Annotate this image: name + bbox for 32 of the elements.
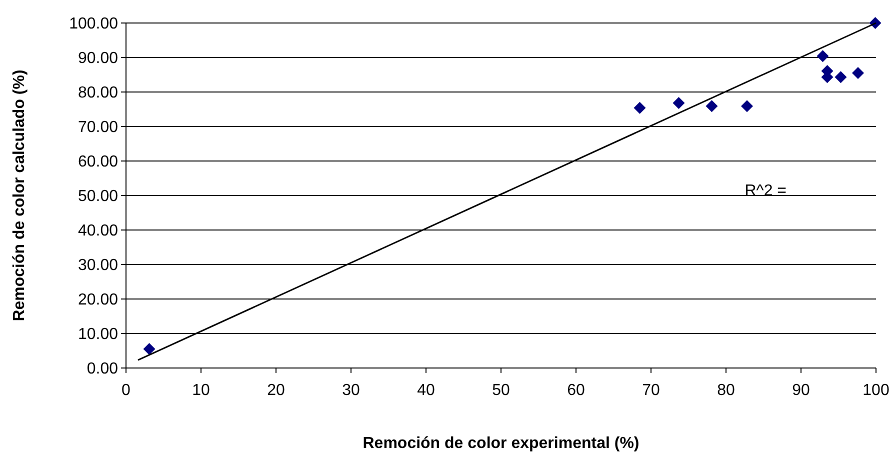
x-tick-label: 20 — [267, 382, 285, 399]
point — [741, 100, 753, 112]
point — [834, 71, 847, 84]
x-tick-label: 10 — [192, 382, 210, 399]
point — [672, 97, 685, 110]
y-tick-label: 100.00 — [69, 16, 118, 33]
point — [852, 67, 864, 80]
x-tick-label: 90 — [792, 382, 810, 399]
y-tick-label: 20.00 — [78, 292, 118, 309]
x-tick-label: 80 — [717, 382, 735, 399]
y-tick-label: 90.00 — [78, 50, 118, 68]
point — [816, 50, 829, 62]
x-axis-title: Remoción de color experimental (%) — [362, 435, 640, 452]
point — [634, 102, 646, 114]
x-tick-label: 0 — [122, 382, 131, 399]
x-tick-label: 40 — [417, 382, 435, 399]
y-tick-label: 60.00 — [78, 154, 118, 171]
y-tick-label: 10.00 — [78, 326, 118, 344]
y-tick-label: 70.00 — [78, 119, 118, 136]
y-tick-label: 40.00 — [78, 222, 118, 240]
y-tick-label: 0.00 — [86, 360, 118, 378]
x-tick-label: 30 — [342, 382, 360, 399]
point — [143, 343, 156, 356]
y-tick-label: 80.00 — [78, 84, 118, 102]
y-tick-label: 50.00 — [78, 188, 118, 206]
y-tick-label: 30.00 — [78, 257, 118, 274]
point — [706, 100, 718, 112]
x-tick-label: 60 — [567, 382, 585, 399]
x-tick-label: 50 — [492, 382, 510, 399]
y-axis-title: Remoción de color calculado (%) — [11, 70, 28, 322]
x-tick-label: 100 — [862, 382, 890, 399]
x-tick-label: 70 — [642, 382, 660, 399]
